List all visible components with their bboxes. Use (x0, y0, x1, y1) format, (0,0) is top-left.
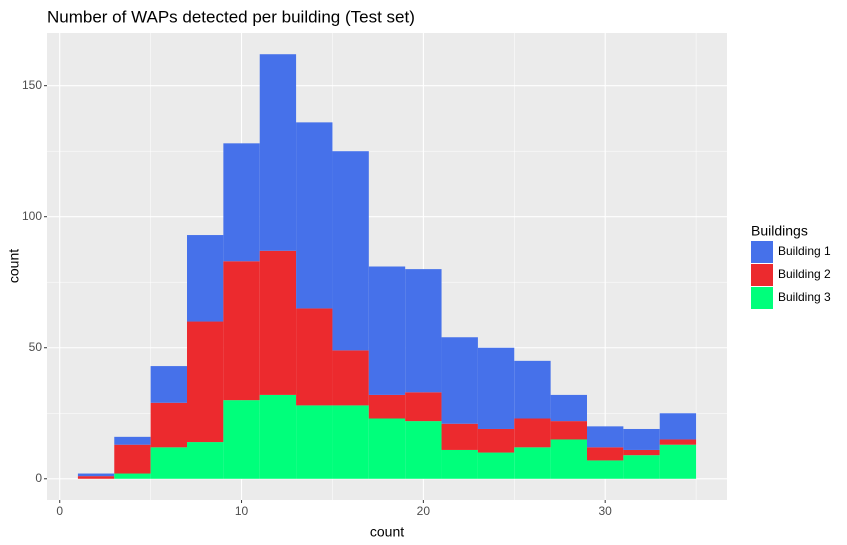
bar-segment (368, 394, 406, 419)
x-tick-label: 0 (56, 504, 63, 518)
bar-segment (114, 473, 151, 479)
bar-segment (623, 449, 660, 456)
bar-segment (77, 473, 115, 477)
legend-swatch (751, 264, 773, 286)
bar-segment (296, 308, 333, 406)
y-tick-label: 0 (35, 471, 42, 485)
bar-segment (514, 418, 551, 448)
bar-segment (623, 428, 660, 450)
bar-segment (477, 428, 515, 453)
bar-segment (550, 421, 587, 440)
bar-segment (477, 347, 515, 429)
bar-segment (550, 394, 587, 422)
legend-swatch (751, 241, 773, 263)
bar-segment (477, 452, 515, 479)
bar-segment (659, 444, 697, 479)
bar-segment (332, 151, 369, 351)
y-tick-label: 100 (22, 209, 42, 223)
bar-segment (441, 337, 478, 424)
bar-segment (223, 400, 260, 479)
x-tick-label: 20 (417, 504, 431, 518)
legend-title: Buildings (751, 223, 808, 239)
legend-label: Building 1 (778, 244, 831, 258)
bar-segment (77, 476, 115, 479)
bar-segment (405, 421, 442, 479)
bar-segment (368, 266, 406, 395)
bar-segment (114, 444, 151, 474)
bar-segment (223, 143, 260, 262)
bar-segment (587, 460, 624, 479)
bar-segment (659, 413, 697, 440)
y-tick-label: 50 (29, 340, 43, 354)
bar-segment (187, 321, 224, 443)
bar-segment (296, 122, 333, 309)
bar-segment (550, 439, 587, 479)
bar-segment (587, 426, 624, 448)
legend-label: Building 3 (778, 290, 831, 304)
bar-segment (332, 405, 369, 479)
bar-segment (259, 394, 297, 479)
bar-segment (441, 423, 478, 450)
bar-segment (259, 250, 297, 395)
x-tick-label: 10 (235, 504, 249, 518)
x-tick-label: 30 (599, 504, 613, 518)
bar-segment (150, 366, 187, 403)
bar-segment (368, 418, 406, 479)
legend-swatch (751, 287, 773, 309)
bar-segment (187, 442, 224, 479)
bar-segment (441, 449, 478, 479)
y-axis-label: count (6, 249, 22, 283)
legend-label: Building 2 (778, 267, 831, 281)
y-tick-label: 150 (22, 78, 42, 92)
bar-segment (150, 447, 187, 479)
bar-segment (114, 436, 151, 445)
bar-segment (659, 439, 697, 445)
bar-segment (223, 261, 260, 401)
chart-title: Number of WAPs detected per building (Te… (47, 7, 415, 26)
bar-segment (296, 405, 333, 479)
bar-segment (332, 350, 369, 406)
bar-segment (587, 447, 624, 461)
bar-segment (187, 235, 224, 322)
bar-segment (405, 392, 442, 422)
bar-segment (514, 447, 551, 479)
bar-segment (259, 54, 297, 251)
bar-segment (514, 360, 551, 419)
bar-segment (405, 269, 442, 393)
bar-segment (623, 455, 660, 479)
x-axis-label: count (370, 524, 404, 540)
bar-segment (150, 402, 187, 448)
